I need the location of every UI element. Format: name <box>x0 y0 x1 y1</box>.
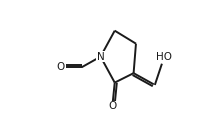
Text: O: O <box>108 101 116 111</box>
Text: N: N <box>97 52 104 62</box>
Text: O: O <box>56 62 64 72</box>
Text: HO: HO <box>156 52 172 62</box>
